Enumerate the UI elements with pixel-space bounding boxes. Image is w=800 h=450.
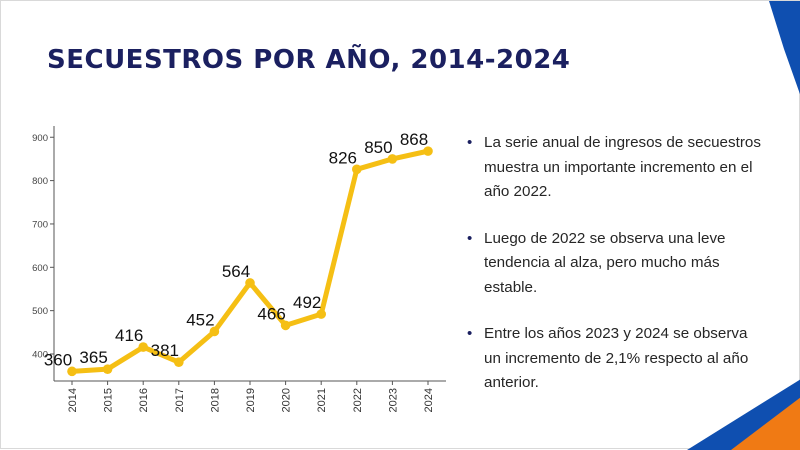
data-label: 466 xyxy=(257,304,285,323)
data-label: 381 xyxy=(151,341,179,360)
bullet-symbol: • xyxy=(467,229,473,247)
y-tick-label: 800 xyxy=(32,176,48,187)
chart-axes xyxy=(53,126,446,382)
slide-title: SECUESTROS POR AÑO, 2014-2024 xyxy=(47,45,571,75)
bullet-text: Luego de 2022 se observa una leve tenden… xyxy=(484,229,726,296)
x-tick-label: 2017 xyxy=(174,388,186,412)
data-label: 868 xyxy=(400,130,428,149)
data-label: 492 xyxy=(293,293,321,312)
y-tick-label: 400 xyxy=(32,350,48,361)
x-tick-label: 2023 xyxy=(387,388,399,412)
data-point xyxy=(280,320,291,331)
y-tick-label: 500 xyxy=(32,306,48,317)
data-point xyxy=(245,278,255,288)
x-tick-label: 2018 xyxy=(209,388,221,412)
y-tick-label: 700 xyxy=(32,219,48,230)
bullet-symbol: • xyxy=(467,325,473,342)
chart-series xyxy=(67,146,433,377)
x-tick-label: 2016 xyxy=(138,388,150,412)
data-label: 850 xyxy=(364,138,392,157)
data-label: 452 xyxy=(186,310,214,329)
bullet-text: La serie anual de ingresos de secuestros… xyxy=(484,134,761,200)
data-point xyxy=(174,357,184,368)
bullet-text: Entre los años 2023 y 2024 se observa un… xyxy=(484,325,749,391)
x-tick-label: 2022 xyxy=(352,388,364,412)
x-tick-label: 2019 xyxy=(245,388,257,412)
top-right-blue-shape xyxy=(769,1,800,95)
data-point xyxy=(209,326,220,337)
y-tick-label: 900 xyxy=(32,133,48,144)
x-tick-label: 2021 xyxy=(316,388,328,412)
data-label: 826 xyxy=(329,148,357,167)
data-point xyxy=(387,154,398,164)
chart-ticks: 400 500 600 700 800 900 2014 2015 2016 2017 2018 20… xyxy=(32,133,435,413)
bullet-item: • Luego de 2022 se observa una leve tend… xyxy=(467,227,767,301)
bullet-item: • La serie anual de ingresos de secuestr… xyxy=(467,131,767,205)
bottom-right-orange-shape xyxy=(731,397,800,450)
line-chart: 400 500 600 700 800 900 2014 2015 2016 2017 2018 20… xyxy=(32,126,446,413)
data-point xyxy=(67,366,77,377)
chart-data-labels: 360 365 416 381 452 564 466 492 826 850 868 xyxy=(44,130,428,369)
data-point xyxy=(352,164,362,175)
data-point xyxy=(423,146,433,156)
x-tick-label: 2020 xyxy=(281,388,293,412)
bullet-symbol: • xyxy=(467,134,473,151)
bullet-list: • La serie anual de ingresos de secuestr… xyxy=(467,131,767,418)
data-point xyxy=(138,342,148,352)
data-point xyxy=(102,364,113,374)
bullet-item: • Entre los años 2023 y 2024 se observa … xyxy=(467,322,767,396)
x-tick-label: 2014 xyxy=(67,388,79,412)
x-tick-label: 2024 xyxy=(423,388,435,412)
x-tick-label: 2015 xyxy=(103,388,115,412)
data-label: 365 xyxy=(79,348,107,367)
data-point xyxy=(316,309,327,319)
data-label: 564 xyxy=(222,262,250,281)
y-tick-label: 600 xyxy=(32,263,48,274)
data-label: 360 xyxy=(44,350,72,369)
data-label: 416 xyxy=(115,326,143,345)
